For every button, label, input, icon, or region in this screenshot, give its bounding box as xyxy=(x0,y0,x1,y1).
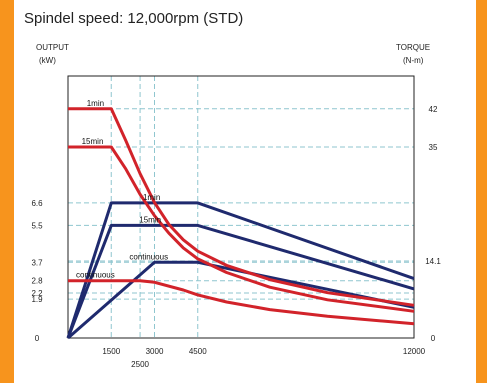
series-label-right-1min: 1min xyxy=(87,99,104,108)
x-tick-label: 3000 xyxy=(146,347,164,356)
series-label-left-continuous: continuous xyxy=(129,252,168,261)
series-label-right-15min: 15min xyxy=(82,137,104,146)
left-axis-unit: (kW) xyxy=(39,56,56,65)
plot-frame xyxy=(67,75,415,339)
left-tick-label: 0 xyxy=(35,334,40,343)
left-tick-label: 3.7 xyxy=(31,258,43,267)
series-line-left-continuous xyxy=(67,260,415,340)
series-line-right-15min xyxy=(68,145,415,313)
series-line-right-1min xyxy=(68,107,415,307)
x-tick-label: 2500 xyxy=(131,360,149,369)
left-tick-label: 5.5 xyxy=(31,221,43,230)
left-axis-title: OUTPUT xyxy=(36,43,69,52)
right-tick-label: 35 xyxy=(429,143,438,152)
x-tick-label: 12000 xyxy=(403,347,426,356)
series-label-right-continuous: continuous xyxy=(76,271,115,280)
right-tick-label: 42 xyxy=(429,105,438,114)
left-tick-label: 6.6 xyxy=(31,199,43,208)
left-tick-label: 1.9 xyxy=(31,295,43,304)
series-label-left-1min: 1min xyxy=(143,193,160,202)
right-tick-label: 14.1 xyxy=(425,257,441,266)
chart-title: Spindel speed: 12,000rpm (STD) xyxy=(24,10,244,27)
x-tick-label: 1500 xyxy=(102,347,120,356)
right-axis-title: TORQUE xyxy=(396,43,431,52)
left-tick-label: 2.8 xyxy=(31,277,43,286)
right-axis-unit: (N-m) xyxy=(403,56,424,65)
x-tick-label: 4500 xyxy=(189,347,207,356)
left-tick-label: 2.2 xyxy=(31,289,43,298)
series-label-left-15min: 15min xyxy=(139,215,161,224)
right-tick-label: 0 xyxy=(431,334,436,343)
series-line-right-continuous xyxy=(68,279,415,326)
